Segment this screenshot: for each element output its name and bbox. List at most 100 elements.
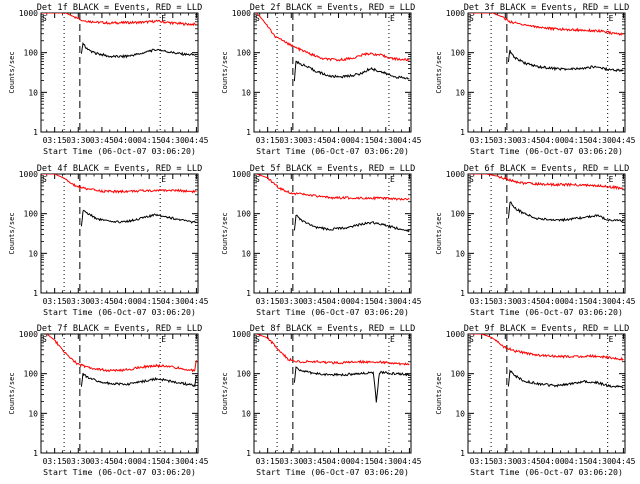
x-axis-label: Start Time (06-Oct-07 03:06:20): [256, 467, 409, 477]
y-axis-label: Counts/sec: [221, 51, 229, 93]
start-marker-label: S: [469, 14, 474, 23]
x-tick-label: 03:30: [66, 297, 90, 306]
x-tick-label: 03:45: [517, 457, 541, 466]
x-tick-label: 04:15: [137, 136, 161, 145]
x-tick-label: 03:30: [279, 457, 303, 466]
events-series-line: [80, 209, 197, 227]
x-tick-label: 03:30: [66, 136, 90, 145]
x-axis-label: Start Time (06-Oct-07 03:06:20): [43, 146, 196, 156]
lld-series-line: [470, 334, 624, 361]
x-tick-label: 03:15: [470, 457, 494, 466]
plot-frame: [467, 12, 626, 133]
start-marker-label: S: [255, 14, 260, 23]
start-marker-label: S: [255, 175, 260, 184]
y-tick-label: 10: [455, 88, 465, 97]
plot-frame: [40, 12, 199, 133]
lld-series-line: [470, 13, 624, 36]
x-tick-label: 04:45: [184, 297, 208, 306]
y-tick-label: 1000: [446, 330, 465, 339]
x-tick-label: 04:15: [350, 457, 374, 466]
x-tick-label: 04:00: [113, 136, 137, 145]
x-tick-label: 04:30: [161, 136, 185, 145]
lld-series-line: [42, 174, 197, 194]
x-tick-label: 03:30: [493, 136, 517, 145]
x-tick-label: 04:45: [397, 136, 421, 145]
lld-series-line: [46, 334, 197, 373]
y-tick-label: 1000: [19, 9, 38, 18]
start-marker-label: S: [42, 175, 47, 184]
start-marker-label: S: [469, 335, 474, 344]
x-tick-label: 04:15: [137, 297, 161, 306]
end-marker-label: E: [609, 175, 614, 184]
x-tick-label: 04:15: [350, 136, 374, 145]
y-tick-label: 1000: [19, 170, 38, 179]
plot-frame: [467, 333, 626, 454]
x-tick-label: 04:45: [611, 136, 635, 145]
x-tick-label: 04:00: [540, 457, 564, 466]
y-tick-label: 100: [451, 370, 466, 379]
panel-7: Det 7f BLACK = Events, RED = LLD Counts/s…: [8, 324, 209, 477]
x-axis-label: Start Time (06-Oct-07 03:06:20): [43, 467, 196, 477]
x-tick-label: 04:45: [184, 457, 208, 466]
x-tick-label: 04:45: [611, 297, 635, 306]
panel-title: Det 6f BLACK = Events, RED = LLD: [464, 164, 630, 174]
end-marker-label: E: [390, 14, 395, 23]
x-tick-label: 03:45: [303, 136, 327, 145]
x-tick-label: 03:45: [303, 297, 327, 306]
y-tick-label: 100: [237, 370, 252, 379]
y-tick-label: 1: [33, 289, 38, 298]
y-tick-label: 1: [33, 128, 38, 137]
x-tick-label: 03:45: [517, 136, 541, 145]
end-marker-label: E: [161, 14, 166, 23]
panel-title: Det 1f BLACK = Events, RED = LLD: [37, 3, 203, 13]
x-tick-label: 04:00: [326, 297, 350, 306]
x-tick-label: 04:00: [326, 136, 350, 145]
lld-series-line: [42, 13, 197, 27]
y-tick-label: 1000: [232, 9, 251, 18]
y-axis-label: Counts/sec: [221, 212, 229, 254]
lld-series-line: [256, 334, 410, 367]
x-tick-label: 04:30: [161, 297, 185, 306]
panel-title: Det 5f BLACK = Events, RED = LLD: [250, 164, 416, 174]
x-tick-label: 03:15: [470, 136, 494, 145]
panel-5: Det 5f BLACK = Events, RED = LLD Counts/s…: [221, 164, 422, 317]
plot-frame: [40, 333, 199, 454]
events-series-line: [507, 369, 624, 389]
panel-8: Det 8f BLACK = Events, RED = LLD Counts/s…: [221, 324, 422, 477]
y-tick-label: 100: [451, 49, 466, 58]
x-tick-label: 03:15: [256, 297, 280, 306]
y-tick-label: 10: [28, 249, 38, 258]
x-tick-label: 04:30: [374, 457, 398, 466]
y-tick-label: 10: [241, 88, 251, 97]
x-tick-label: 04:45: [397, 297, 421, 306]
y-tick-label: 100: [24, 210, 39, 219]
x-tick-label: 03:45: [90, 297, 114, 306]
x-tick-label: 03:15: [470, 297, 494, 306]
start-marker-label: S: [42, 14, 47, 23]
y-tick-label: 10: [455, 409, 465, 418]
x-tick-label: 03:30: [279, 136, 303, 145]
end-marker-label: E: [609, 335, 614, 344]
y-tick-label: 1: [246, 289, 251, 298]
x-axis-label: Start Time (06-Oct-07 03:06:20): [470, 467, 623, 477]
plot-frame: [253, 333, 412, 454]
x-tick-label: 03:30: [66, 457, 90, 466]
x-axis-label: Start Time (06-Oct-07 03:06:20): [256, 146, 409, 156]
plot-frame: [40, 173, 199, 294]
y-tick-label: 10: [28, 409, 38, 418]
plot-frame: [467, 173, 626, 294]
y-tick-label: 1000: [446, 9, 465, 18]
x-axis-label: Start Time (06-Oct-07 03:06:20): [256, 307, 409, 317]
panel-6: Det 6f BLACK = Events, RED = LLD Counts/s…: [435, 164, 636, 317]
y-axis-label: Counts/sec: [8, 212, 16, 254]
y-axis-label: Counts/sec: [221, 372, 229, 414]
panel-2: Det 2f BLACK = Events, RED = LLD Counts/s…: [221, 3, 422, 156]
x-tick-label: 04:30: [588, 136, 612, 145]
x-tick-label: 04:45: [184, 136, 208, 145]
x-tick-label: 03:15: [43, 136, 67, 145]
events-series-line: [293, 214, 410, 233]
panel-4: Det 4f BLACK = Events, RED = LLD Counts/s…: [8, 164, 209, 317]
x-tick-label: 04:00: [113, 457, 137, 466]
